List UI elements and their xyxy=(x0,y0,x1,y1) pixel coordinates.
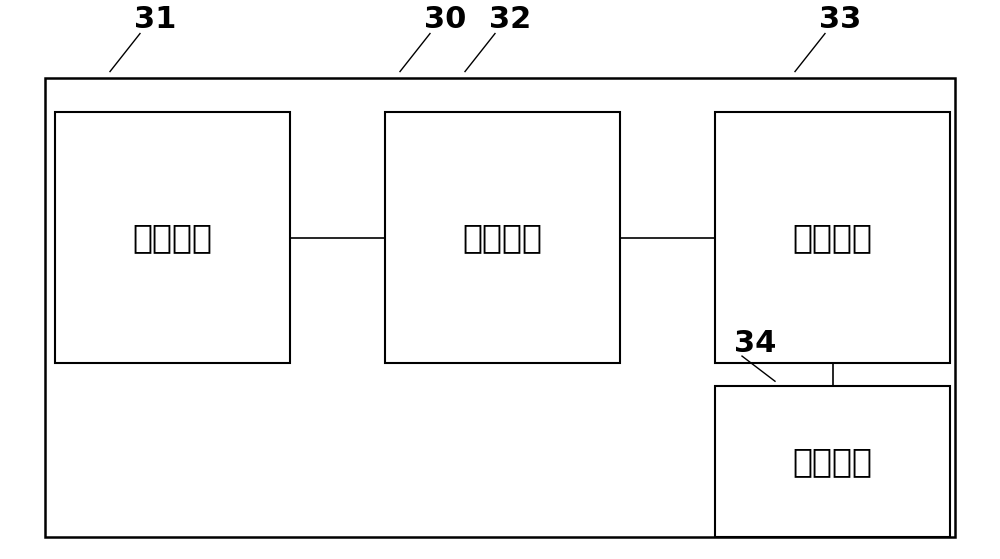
Text: 植入模块: 植入模块 xyxy=(792,221,872,254)
Text: 定位模块: 定位模块 xyxy=(132,221,212,254)
Bar xyxy=(715,112,950,363)
Text: 呼现模块: 呼现模块 xyxy=(462,221,542,254)
Text: 30: 30 xyxy=(424,5,466,34)
Text: 31: 31 xyxy=(134,5,176,34)
Text: 32: 32 xyxy=(489,5,531,34)
Text: 34: 34 xyxy=(734,329,776,358)
Text: 形成模块: 形成模块 xyxy=(792,444,872,478)
Bar xyxy=(45,78,955,537)
Bar xyxy=(55,112,290,363)
Bar xyxy=(715,386,950,537)
Bar xyxy=(385,112,620,363)
Text: 33: 33 xyxy=(819,5,861,34)
